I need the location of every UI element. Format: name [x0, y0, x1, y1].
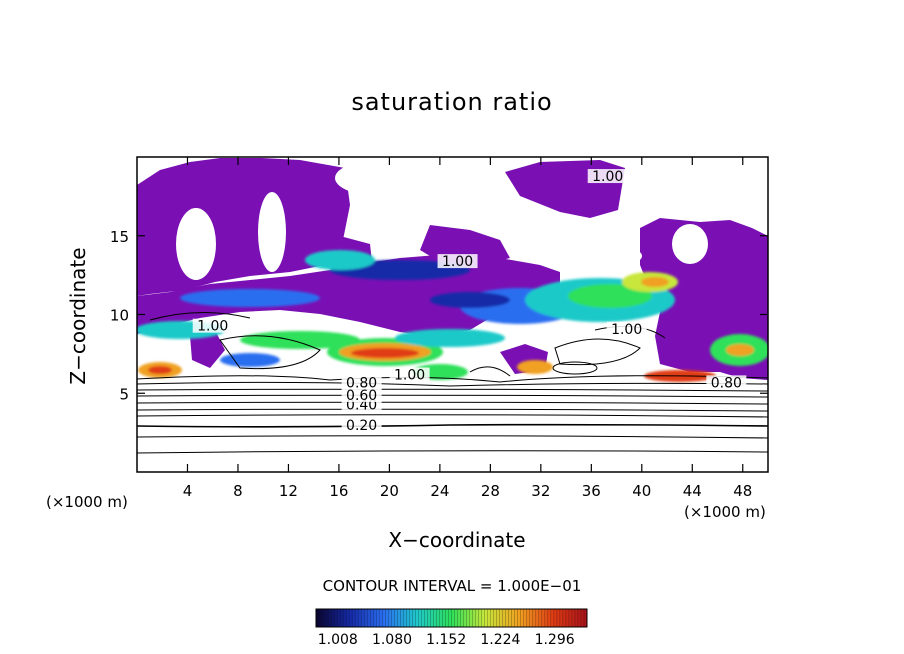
x-tick-label: 28 — [481, 482, 500, 500]
x-tick-label: 48 — [733, 482, 752, 500]
colorbar-ticks: 1.008 1.080 1.152 1.224 1.296 — [318, 632, 575, 648]
colorbar-tick-label: 1.008 — [318, 632, 358, 648]
y-tick-label: 5 — [119, 385, 129, 403]
contour-interval-label: CONTOUR INTERVAL = 1.000E−01 — [322, 577, 582, 595]
plot-area: 0.200.400.600.80 0.801.001.00 1.001.001.00 — [137, 158, 768, 454]
contour-label: 1.00 — [442, 254, 473, 270]
contour-label-bg — [437, 254, 478, 269]
unsaturated-holes — [176, 160, 708, 280]
y-tick-label: 15 — [110, 228, 129, 246]
contour-label: 0.20 — [346, 418, 377, 434]
contour-labels: 0.200.400.600.80 0.801.001.00 1.001.001.00 — [192, 169, 747, 434]
x-tick-label: 44 — [683, 482, 702, 500]
contour-label-bg — [706, 375, 747, 390]
x-tick-label: 20 — [380, 482, 399, 500]
y-axis-ticks: 5 10 15 — [110, 228, 768, 403]
x-tick-label: 32 — [531, 482, 550, 500]
colorbar-tick-label: 1.224 — [480, 632, 520, 648]
x-tick-label: 16 — [329, 482, 348, 500]
contour-label-bg — [587, 169, 628, 184]
contour-label-bg — [192, 318, 233, 333]
colorbar: 1.008 1.080 1.152 1.224 1.296 — [315, 608, 588, 648]
contour-label: 0.80 — [711, 375, 742, 391]
contour-label: 1.00 — [592, 169, 623, 185]
contour-label: 0.80 — [346, 375, 377, 391]
colorbar-tick-label: 1.152 — [426, 632, 466, 648]
x-tick-label: 40 — [632, 482, 651, 500]
x-tick-label: 36 — [582, 482, 601, 500]
x-tick-label: 24 — [430, 482, 449, 500]
contour-label-bg — [389, 367, 430, 382]
contour-label-bg — [341, 417, 382, 432]
contour-label-bg — [606, 321, 647, 336]
contour-label: 1.00 — [394, 368, 425, 384]
y-tick-label: 10 — [110, 307, 129, 325]
colorbar-tick-label: 1.296 — [535, 632, 575, 648]
x-tick-label: 4 — [183, 482, 193, 500]
contour-label: 0.60 — [346, 388, 377, 404]
contour-label: 1.00 — [197, 319, 228, 335]
contour-label-bg — [341, 375, 382, 390]
x-axis-label: X−coordinate — [388, 528, 526, 552]
x-unit-label-left: (×1000 m) — [46, 493, 128, 511]
chart-title: saturation ratio — [351, 88, 553, 116]
contour-label-bg — [341, 387, 382, 402]
x-tick-label: 12 — [279, 482, 298, 500]
x-axis-ticks: 4 8 12 16 20 24 28 32 36 40 44 48 — [183, 157, 752, 500]
x-tick-label: 8 — [233, 482, 243, 500]
colorbar-tick-label: 1.080 — [372, 632, 412, 648]
colorbar-rect — [315, 608, 588, 628]
colorbar-stripes — [318, 609, 585, 627]
x-unit-label-right: (×1000 m) — [684, 503, 766, 521]
contour-lines — [137, 311, 768, 454]
contour-label: 1.00 — [611, 322, 642, 338]
